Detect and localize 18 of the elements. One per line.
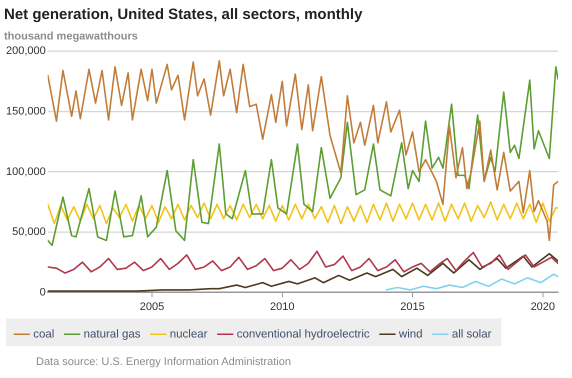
legend-label: all solar (452, 328, 492, 340)
legend-label: nuclear (170, 328, 208, 340)
x-tick-label: 2020 (530, 300, 556, 313)
legend-label: natural gas (84, 328, 141, 340)
x-tick-label: 2010 (270, 300, 294, 313)
chart-title: Net generation, United States, all sectors, monthly (4, 6, 364, 24)
y-tick-label: 0 (40, 286, 46, 298)
y-tick-label: 100,000 (6, 166, 46, 178)
y-tick-label: 200,000 (6, 45, 46, 58)
legend-label: wind (398, 328, 423, 340)
y-axis-title: thousand megawatthours (4, 30, 138, 43)
y-tick-label: 150,000 (6, 106, 46, 118)
x-tick-label: 2015 (400, 300, 425, 313)
legend-label: coal (33, 328, 54, 340)
y-tick-label: 50,000 (12, 226, 46, 238)
legend-label: conventional hydroelectric (236, 328, 370, 340)
x-tick-label: 2005 (140, 300, 164, 313)
source-note: Data source: U.S. Energy Information Administration (36, 356, 291, 368)
